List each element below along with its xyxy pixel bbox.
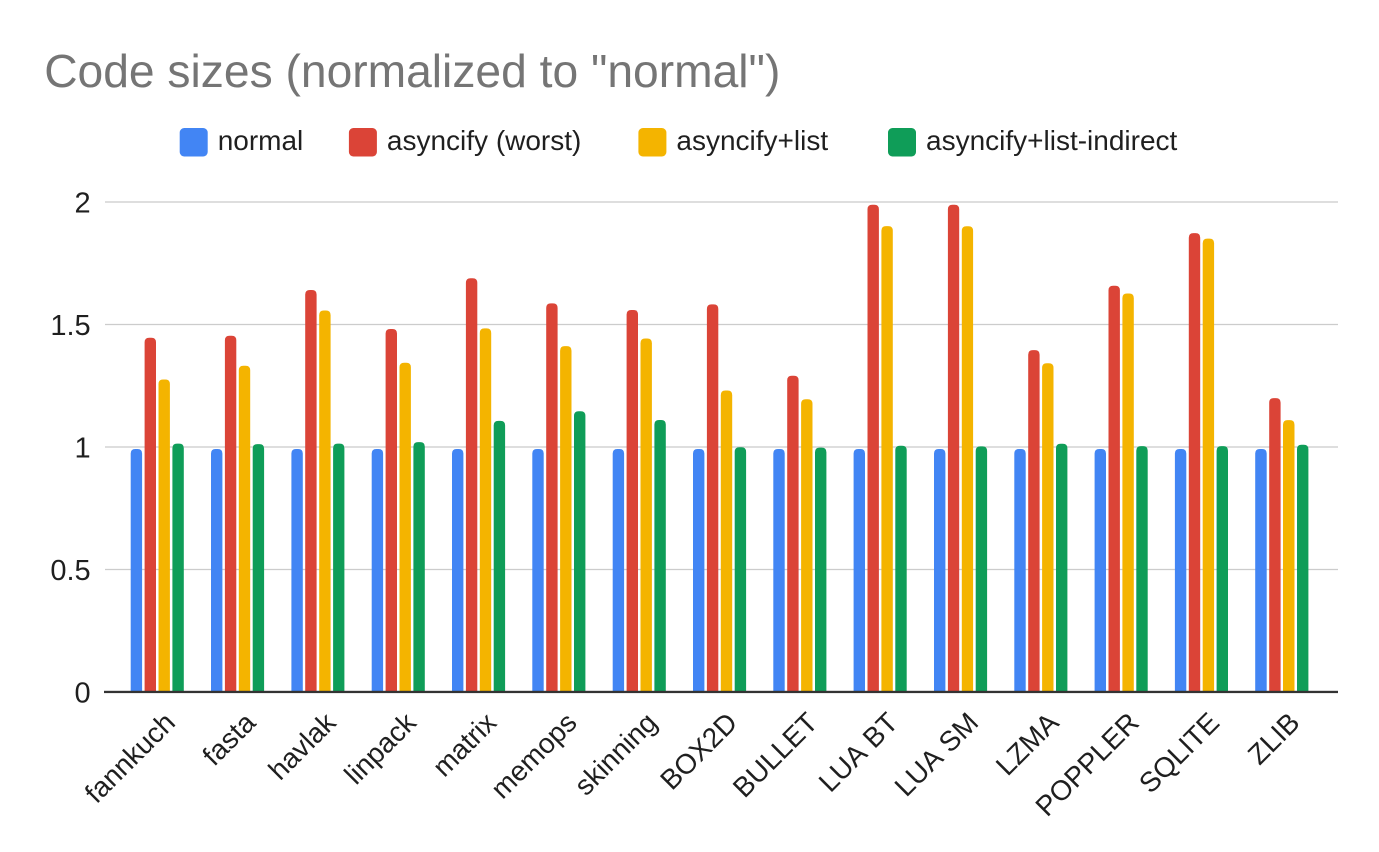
- svg-text:asyncify (worst): asyncify (worst): [387, 125, 581, 156]
- svg-text:normal: normal: [218, 125, 304, 156]
- svg-text:1.5: 1.5: [50, 310, 90, 342]
- svg-text:0.5: 0.5: [50, 555, 90, 587]
- svg-text:Code sizes (normalized to "nor: Code sizes (normalized to "normal"): [44, 45, 780, 97]
- svg-text:asyncify+list: asyncify+list: [676, 125, 828, 156]
- svg-text:asyncify+list-indirect: asyncify+list-indirect: [926, 125, 1178, 156]
- svg-text:0: 0: [75, 678, 91, 710]
- svg-text:1: 1: [75, 433, 91, 465]
- svg-text:2: 2: [75, 188, 91, 220]
